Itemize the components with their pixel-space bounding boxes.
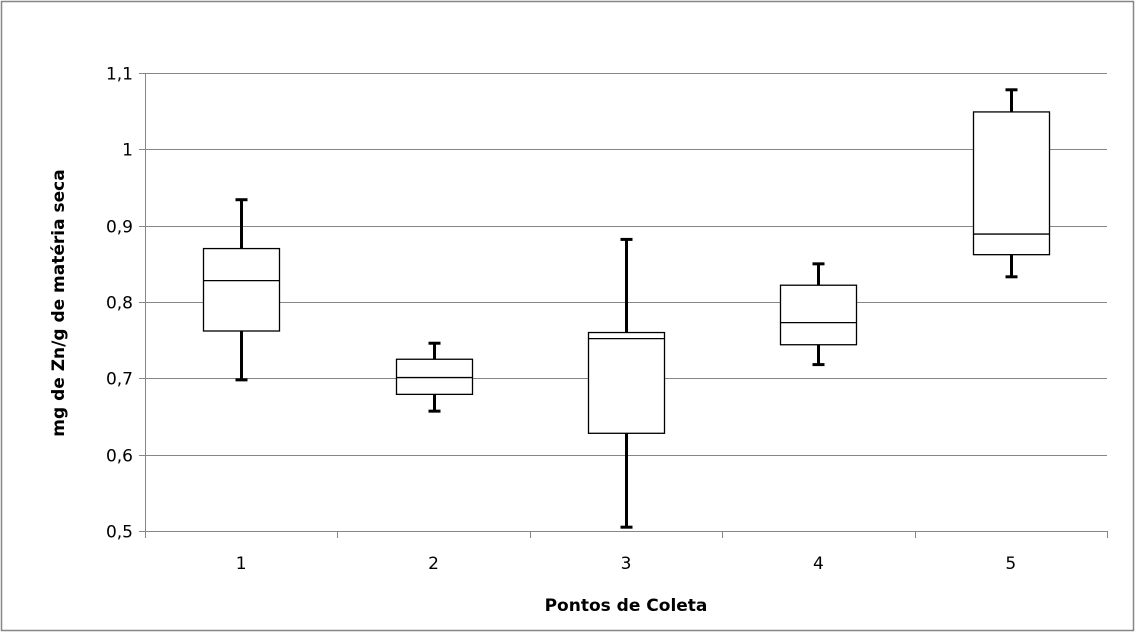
box-5 [972,88,1051,279]
x-tick-label: 3 [621,554,632,574]
y-tick-label: 0,8 [106,294,133,314]
interquartile-box [779,284,858,346]
interquartile-box [972,111,1051,256]
interquartile-box [202,247,281,332]
x-tick-label: 2 [428,554,439,574]
tick-labels: 0,5 0,6 0,7 0,8 0,9 1 1,1 1 2 3 4 5 [106,65,1016,575]
interquartile-box [587,331,666,434]
interquartile-box [395,358,474,396]
axes [139,73,1108,538]
box-3 [587,237,666,529]
y-tick-label: 1 [122,141,133,161]
y-tick-label: 0,9 [106,218,133,238]
box-series [202,88,1051,529]
box-4 [779,262,858,367]
x-tick-label: 4 [813,554,824,574]
y-tick-label: 0,6 [106,447,133,467]
x-tick-label: 1 [236,554,247,574]
y-tick-label: 1,1 [106,65,133,85]
y-tick-label: 0,5 [106,523,133,543]
x-axis-title: Pontos de Coleta [545,596,708,616]
y-axis-title: mg de Zn/g de matéria seca [49,169,69,436]
box-2 [395,341,474,413]
x-tick-label: 5 [1005,554,1016,574]
box-1 [202,198,281,382]
y-tick-label: 0,7 [106,370,133,390]
